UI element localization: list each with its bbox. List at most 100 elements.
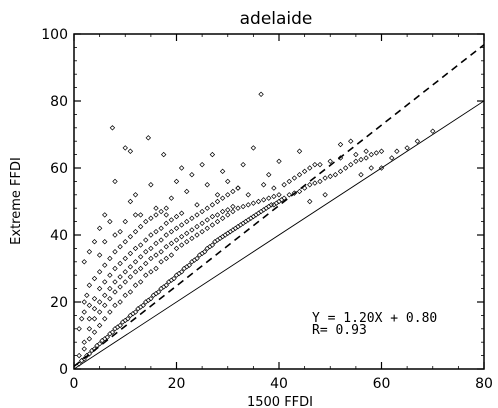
data-point bbox=[109, 329, 116, 335]
data-point bbox=[137, 223, 144, 230]
x-tick-label: 80 bbox=[475, 376, 493, 392]
data-point bbox=[143, 218, 149, 225]
data-point bbox=[271, 185, 277, 191]
data-point bbox=[189, 172, 195, 178]
data-point bbox=[184, 218, 190, 225]
data-point bbox=[137, 279, 144, 285]
data-point bbox=[155, 289, 162, 295]
data-point bbox=[389, 155, 395, 161]
data-point bbox=[107, 218, 113, 225]
x-axis-label: 1500 FFDI bbox=[247, 395, 313, 408]
data-point bbox=[119, 319, 126, 325]
data-point bbox=[112, 279, 118, 285]
data-point bbox=[250, 145, 257, 151]
data-point bbox=[127, 264, 134, 270]
data-point bbox=[130, 311, 136, 317]
data-point bbox=[194, 232, 200, 238]
plot-area bbox=[74, 44, 484, 369]
data-point bbox=[132, 228, 139, 235]
data-point bbox=[312, 161, 318, 168]
data-point bbox=[363, 148, 369, 154]
data-point bbox=[137, 304, 144, 310]
data-point bbox=[153, 252, 159, 258]
data-point bbox=[168, 217, 175, 223]
data-point bbox=[148, 295, 154, 302]
data-point bbox=[76, 352, 82, 359]
data-point bbox=[225, 230, 231, 237]
data-point bbox=[173, 272, 180, 278]
data-point bbox=[250, 200, 257, 206]
data-point bbox=[178, 242, 185, 248]
data-point bbox=[96, 299, 103, 305]
data-point bbox=[163, 212, 169, 218]
data-point bbox=[117, 228, 123, 235]
data-point bbox=[171, 275, 177, 282]
data-point bbox=[86, 351, 93, 357]
data-point bbox=[112, 232, 118, 238]
data-point bbox=[276, 198, 282, 205]
data-point bbox=[102, 316, 108, 322]
data-point bbox=[158, 208, 164, 215]
data-point bbox=[81, 259, 87, 265]
data-point bbox=[214, 212, 221, 218]
data-point bbox=[153, 265, 159, 272]
data-point bbox=[337, 155, 344, 161]
data-point bbox=[430, 128, 436, 134]
data-point bbox=[322, 192, 328, 198]
data-point bbox=[204, 225, 210, 231]
data-point bbox=[86, 282, 93, 288]
data-point bbox=[132, 309, 139, 315]
data-point bbox=[225, 178, 231, 185]
data-point bbox=[273, 200, 280, 206]
data-point bbox=[91, 295, 98, 302]
data-point bbox=[235, 205, 241, 211]
data-point bbox=[173, 245, 180, 252]
x-tick-label: 40 bbox=[270, 376, 288, 392]
data-point bbox=[117, 322, 123, 329]
correlation-value: R= 0.93 bbox=[312, 323, 367, 338]
data-point bbox=[214, 192, 221, 198]
data-point bbox=[153, 240, 159, 247]
data-point bbox=[199, 250, 205, 257]
x-tick-label: 20 bbox=[168, 376, 186, 392]
data-point bbox=[166, 279, 172, 285]
data-point bbox=[112, 265, 118, 272]
data-point bbox=[227, 228, 234, 235]
data-point bbox=[94, 342, 100, 349]
data-point bbox=[184, 230, 190, 237]
data-point bbox=[158, 237, 164, 243]
data-point bbox=[122, 239, 128, 245]
data-point bbox=[225, 192, 231, 198]
data-point bbox=[178, 233, 185, 240]
data-point bbox=[348, 161, 354, 168]
data-point bbox=[214, 218, 221, 225]
data-point bbox=[178, 210, 185, 216]
data-point bbox=[301, 168, 308, 175]
chart-title: adelaide bbox=[240, 9, 313, 29]
data-point bbox=[240, 220, 246, 226]
data-point bbox=[173, 225, 180, 231]
data-point bbox=[219, 215, 226, 221]
data-point bbox=[122, 145, 128, 151]
data-point bbox=[148, 232, 154, 238]
data-point bbox=[191, 257, 198, 263]
data-point bbox=[135, 306, 141, 312]
data-point bbox=[163, 232, 169, 238]
data-point bbox=[96, 309, 103, 315]
data-point bbox=[168, 277, 175, 283]
data-point bbox=[189, 227, 195, 233]
data-point bbox=[112, 289, 118, 295]
data-point bbox=[209, 222, 216, 228]
data-point bbox=[281, 182, 287, 188]
data-point bbox=[176, 270, 182, 277]
data-point bbox=[271, 193, 277, 200]
data-point bbox=[102, 292, 108, 298]
data-point bbox=[160, 151, 167, 158]
data-point bbox=[148, 182, 154, 188]
data-point bbox=[250, 213, 257, 220]
data-point bbox=[122, 255, 128, 262]
y-tick-label: 100 bbox=[41, 27, 68, 43]
data-point bbox=[114, 324, 121, 330]
data-point bbox=[158, 259, 164, 265]
data-point bbox=[358, 156, 364, 163]
